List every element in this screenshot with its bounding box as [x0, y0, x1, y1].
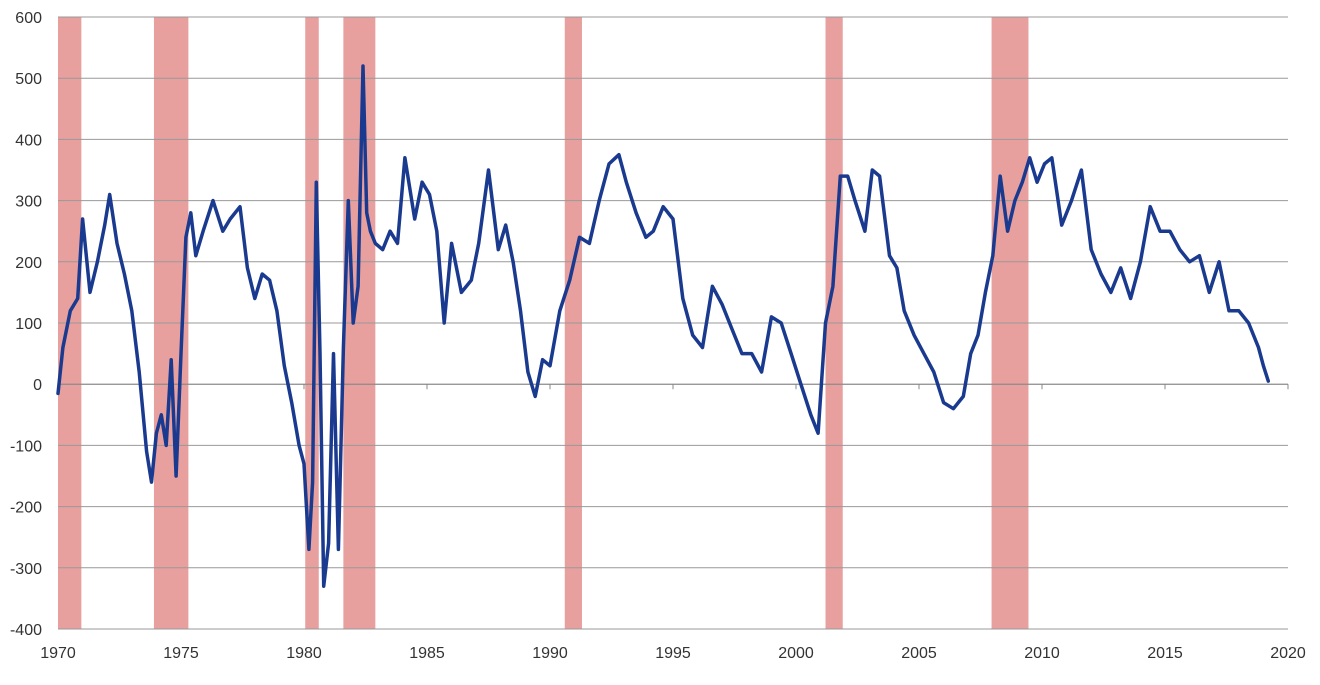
y-tick-label-5: 100	[15, 316, 42, 333]
x-tick-label-1: 1975	[163, 645, 199, 662]
y-tick-label-4: 200	[15, 255, 42, 272]
y-tick-label-2: 400	[15, 132, 42, 149]
series-layer	[56, 64, 1271, 588]
y-tick-label-7: -100	[10, 438, 42, 455]
x-tick-label-0: 1970	[40, 645, 76, 662]
x-tick-label-7: 2005	[901, 645, 937, 662]
gridlines	[58, 16, 1288, 630]
y-tick-label-10: -400	[10, 622, 42, 639]
x-tick-label-4: 1990	[532, 645, 568, 662]
y-tick-label-0: 600	[15, 10, 42, 27]
x-tick-label-6: 2000	[778, 645, 814, 662]
x-tick-label-10: 2020	[1270, 645, 1306, 662]
y-tick-label-1: 500	[15, 71, 42, 88]
axes	[57, 383, 1289, 390]
x-tick-label-8: 2010	[1024, 645, 1060, 662]
x-tick-label-2: 1980	[286, 645, 322, 662]
x-tick-label-5: 1995	[655, 645, 691, 662]
series-line-0	[56, 64, 1271, 588]
y-tick-label-3: 300	[15, 194, 42, 211]
y-tick-label-9: -300	[10, 561, 42, 578]
x-tick-label-3: 1985	[409, 645, 445, 662]
tick-labels: 600 500 400 300 200 100 0 -100 -200 -300 -400 1970 1…	[10, 10, 1306, 662]
y-tick-label-8: -200	[10, 500, 42, 517]
y-tick-label-6: 0	[33, 377, 42, 394]
x-tick-label-9: 2015	[1147, 645, 1183, 662]
